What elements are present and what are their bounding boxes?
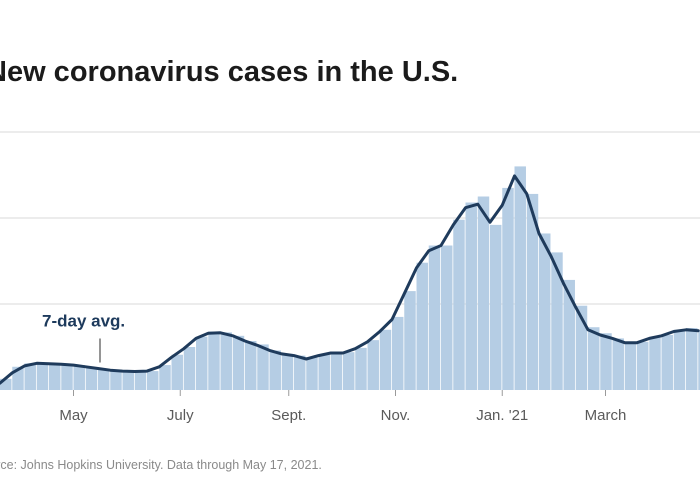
- bar-2020-07-31: [232, 335, 245, 390]
- bar-2020-05-22: [110, 371, 122, 390]
- bar-2020-11-27: [441, 245, 453, 390]
- seven-day-average-series: [0, 174, 700, 385]
- bar-2021-02-19: [588, 327, 600, 390]
- bar-2020-10-02: [343, 352, 355, 390]
- bar-2020-05-29: [122, 371, 134, 390]
- x-tick-label-may: May: [59, 407, 88, 424]
- bar-2021-02-12: [575, 305, 588, 390]
- bar-2020-09-25: [330, 352, 343, 390]
- bar-2020-10-23: [379, 329, 392, 390]
- bar-2020-09-11: [306, 357, 318, 390]
- bar-2020-08-14: [257, 344, 269, 390]
- bar-2020-09-04: [294, 355, 306, 390]
- bar-2020-10-09: [355, 347, 367, 390]
- bar-2020-10-16: [367, 340, 379, 390]
- bar-2021-04-16: [686, 328, 698, 390]
- bar-2020-12-04: [453, 219, 465, 390]
- bar-2020-08-21: [269, 350, 281, 390]
- bar-2021-04-23: [698, 331, 700, 390]
- bar-2021-03-19: [637, 341, 649, 390]
- bar-2020-12-25: [490, 224, 502, 390]
- bar-2020-04-03: [24, 363, 36, 390]
- bar-2021-01-01: [502, 187, 514, 390]
- annotation-7day-avg: 7-day avg.: [42, 312, 125, 331]
- bar-2020-03-27: [12, 366, 24, 390]
- x-tick-label-jan-21: Jan. '21: [476, 407, 528, 424]
- bar-2021-01-15: [526, 193, 539, 390]
- bar-2020-12-11: [465, 202, 477, 390]
- bar-2020-05-01: [73, 365, 85, 390]
- bar-2020-04-10: [36, 362, 49, 390]
- bar-2020-09-18: [318, 354, 330, 390]
- bar-2021-01-29: [551, 252, 563, 390]
- bar-2020-08-07: [245, 340, 257, 390]
- annotation-group: 7-day avg.: [42, 312, 125, 363]
- grid-lines: [0, 131, 700, 305]
- bar-2021-02-05: [563, 279, 575, 390]
- bar-2020-04-17: [49, 364, 61, 390]
- bar-2021-03-26: [649, 337, 661, 390]
- x-tick-label-july: July: [167, 407, 194, 424]
- bar-2021-04-02: [661, 334, 673, 390]
- bar-2020-07-17: [208, 331, 220, 390]
- bar-2020-06-12: [147, 371, 159, 390]
- bar-2021-03-12: [624, 342, 637, 390]
- x-tick-label-sept-: Sept.: [271, 407, 306, 424]
- bar-2020-06-26: [171, 354, 183, 390]
- bar-2021-02-26: [600, 333, 612, 390]
- bar-2021-01-22: [539, 233, 551, 390]
- bar-2020-11-20: [428, 245, 441, 390]
- bar-2021-04-09: [673, 329, 686, 390]
- x-tick-label-march: March: [585, 407, 627, 424]
- bar-2021-03-05: [612, 338, 624, 390]
- x-axis-ticks: May July Sept. Nov. Jan. '21 March: [59, 390, 626, 424]
- source-note: Source: Johns Hopkins University. Data t…: [0, 458, 322, 472]
- bar-2020-06-05: [134, 371, 147, 390]
- bar-2020-11-13: [416, 262, 428, 390]
- bar-2020-11-06: [404, 291, 416, 390]
- bar-2020-07-03: [183, 347, 196, 390]
- seven-day-average-line: [0, 174, 700, 385]
- bar-2020-04-24: [61, 364, 73, 390]
- bar-2020-05-08: [85, 367, 98, 390]
- bar-2020-10-30: [392, 316, 404, 390]
- chart-area: 7-day avg. May July Sept. Nov. Jan. '21 March: [0, 131, 700, 424]
- bar-2020-07-10: [196, 336, 208, 390]
- bar-2020-08-28: [281, 353, 294, 390]
- bar-2021-01-08: [514, 166, 526, 390]
- bar-2020-03-20: [0, 378, 12, 390]
- x-tick-label-nov-: Nov.: [381, 407, 411, 424]
- bar-2020-05-15: [98, 369, 110, 390]
- bar-2020-12-18: [477, 196, 490, 390]
- bar-2020-07-24: [220, 332, 232, 390]
- chart-title: New coronavirus cases in the U.S.: [0, 56, 459, 88]
- daily-case-bars: [0, 166, 700, 390]
- bar-2020-06-19: [159, 365, 171, 390]
